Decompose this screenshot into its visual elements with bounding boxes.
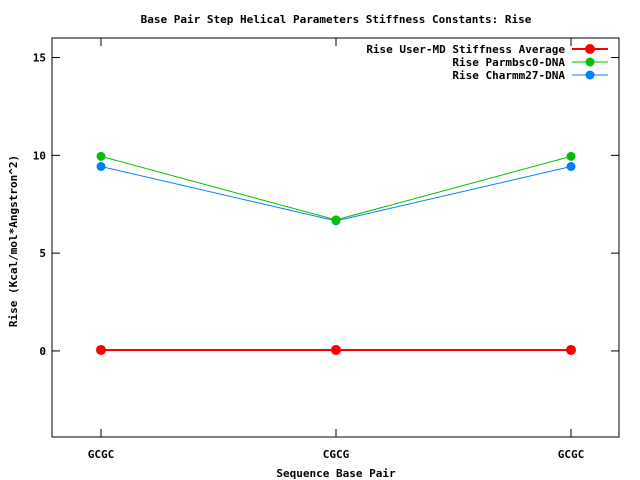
series-2-point [96, 151, 106, 161]
legend-label: Rise Parmbsc0-DNA [452, 56, 565, 69]
legend-swatch-point [585, 70, 595, 80]
legend-swatch-point [585, 44, 595, 54]
series-2-point [566, 151, 576, 161]
series-1-point [566, 344, 576, 355]
y-tick-label: 15 [33, 52, 46, 65]
x-tick-label: GCGC [88, 448, 115, 461]
plot-area: 0 5 10 15 GCGC CGCG GCGC [33, 37, 620, 461]
series-3-point [96, 162, 106, 172]
series-2-point [331, 215, 341, 225]
series-3-point [566, 162, 576, 172]
plot-frame [51, 37, 620, 438]
chart-title: Base Pair Step Helical Parameters Stiffn… [141, 13, 532, 26]
x-tick-label: GCGC [558, 448, 585, 461]
x-tick-label: CGCG [323, 448, 350, 461]
legend-swatch-point [585, 57, 595, 67]
series-line-2 [100, 155, 572, 221]
series-1-point [96, 344, 106, 355]
series-1-point [331, 344, 341, 355]
legend-label: Rise Charmm27-DNA [452, 69, 565, 82]
y-axis-label: Rise (Kcal/mol*Angstron^2) [7, 155, 20, 327]
legend-label: Rise User-MD Stiffness Average [366, 43, 565, 56]
x-axis-label: Sequence Base Pair [276, 467, 396, 480]
series-line-3 [100, 166, 572, 222]
y-tick-label: 10 [33, 149, 46, 162]
y-tick-label: 5 [39, 247, 46, 260]
y-tick-label: 0 [39, 345, 46, 358]
